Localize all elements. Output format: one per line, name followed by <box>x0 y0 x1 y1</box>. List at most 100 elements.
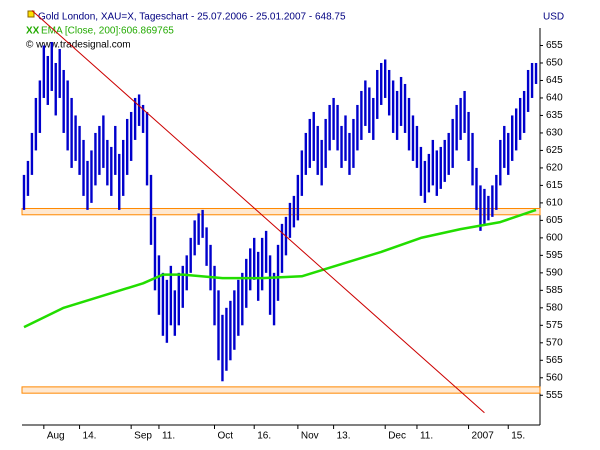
price-bar <box>399 76 403 126</box>
y-tick-label: 630 <box>546 128 563 139</box>
price-bar <box>237 279 240 336</box>
price-bar <box>364 80 367 126</box>
price-bar <box>451 118 454 168</box>
price-bar <box>181 265 184 308</box>
x-tick-label: 11. <box>420 431 433 442</box>
price-bar <box>94 132 97 186</box>
legend-icon: XX <box>26 26 40 37</box>
price-bar <box>487 195 490 221</box>
price-bar <box>435 150 438 196</box>
copyright: © www.tradesignal.com <box>26 40 131 51</box>
price-bar <box>256 251 260 301</box>
price-bar <box>534 62 538 84</box>
price-bar <box>483 188 486 224</box>
price-bar <box>106 139 109 186</box>
price-bar <box>264 230 268 273</box>
price-bar <box>189 237 192 273</box>
x-tick-label: 11. <box>162 431 175 442</box>
y-tick-label: 650 <box>546 58 563 69</box>
price-bar <box>260 237 264 291</box>
price-bar <box>431 139 435 186</box>
price-bar <box>332 97 335 140</box>
trendline <box>31 10 485 414</box>
price-bar <box>503 125 506 168</box>
price-bar <box>157 255 161 315</box>
price-bar <box>511 115 514 161</box>
y-tick-label: 590 <box>546 267 563 278</box>
price-bar <box>352 118 355 168</box>
price-bar <box>360 90 363 140</box>
price-bar <box>86 160 89 210</box>
price-bar <box>177 272 180 326</box>
y-tick-label: 555 <box>546 390 563 401</box>
y-tick-label: 580 <box>546 302 563 313</box>
price-bar <box>137 94 141 126</box>
price-bar <box>447 132 450 175</box>
price-bar <box>300 150 304 196</box>
price-bar <box>443 139 446 182</box>
price-bar <box>205 227 208 266</box>
price-bar <box>141 104 145 133</box>
price-bar <box>58 48 61 98</box>
price-bar <box>316 125 319 175</box>
price-bar <box>336 104 339 151</box>
price-bar <box>74 115 77 161</box>
price-bar <box>427 153 431 193</box>
price-bar <box>50 41 53 91</box>
y-tick-label: 635 <box>546 110 563 121</box>
price-bar <box>98 125 101 175</box>
x-tick-label: Aug <box>47 431 65 442</box>
price-bar <box>419 146 423 196</box>
price-bar <box>415 125 419 168</box>
y-tick-label: 620 <box>546 163 563 174</box>
price-bar <box>245 258 248 308</box>
support-band <box>21 386 541 394</box>
price-bar <box>324 118 327 168</box>
price-bar <box>491 185 494 217</box>
y-tick-label: 640 <box>546 93 563 104</box>
price-bar <box>272 272 276 326</box>
price-bar <box>229 300 232 361</box>
price-bar <box>320 139 323 186</box>
price-bar <box>407 97 411 151</box>
price-bar <box>201 209 204 238</box>
price-bar <box>308 118 311 168</box>
price-bar <box>213 265 216 326</box>
price-bar <box>348 132 351 175</box>
price-bar <box>296 174 300 221</box>
price-bar <box>530 62 534 98</box>
price-bar <box>463 90 466 133</box>
price-bar <box>455 104 458 151</box>
price-bar <box>90 150 93 203</box>
price-bar <box>185 255 188 291</box>
price-bar <box>253 237 256 280</box>
price-bar <box>42 45 46 98</box>
price-bar <box>249 248 252 291</box>
price-bar <box>110 146 113 196</box>
price-bar <box>82 139 85 196</box>
price-bar <box>391 80 395 133</box>
price-bar <box>395 90 399 140</box>
x-tick-label: 16. <box>257 431 271 442</box>
price-bar <box>328 104 331 151</box>
x-tick-label: Oct <box>218 431 234 442</box>
unit-label: USD <box>543 12 564 23</box>
price-bar <box>304 132 308 175</box>
y-tick-label: 645 <box>546 75 563 86</box>
legend-entry: EMA [Close, 200]:606.869765 <box>41 26 174 37</box>
chart-title: Gold London, XAU=X, Tageschart - 25.07.2… <box>38 12 346 23</box>
price-bar <box>241 272 244 326</box>
price-bar <box>471 132 474 186</box>
price-bar <box>372 97 375 140</box>
price-bar <box>495 174 498 210</box>
y-tick-label: 610 <box>546 198 563 209</box>
price-bar <box>165 279 169 343</box>
price-bar <box>499 139 502 186</box>
y-tick-label: 570 <box>546 337 563 348</box>
price-bar <box>268 255 272 315</box>
price-bar <box>173 290 177 336</box>
price-bar <box>507 132 510 175</box>
